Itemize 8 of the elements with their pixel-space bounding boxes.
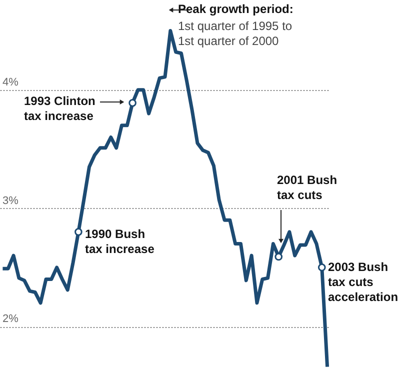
annotation: 2001 Bush tax cuts [277,173,338,202]
y-tick-label: 4% [2,76,19,88]
annotation: 1993 Clinton tax increase [24,94,96,123]
annotation: 1990 Bush tax increase [85,227,155,256]
y-tick-label: 3% [2,194,19,207]
annotation: 2003 Bush tax cuts acceleration [328,260,398,304]
annotation: 1st quarter of 1995 to 1st quarter of 2000 [178,19,292,48]
y-tick-label: 2% [2,313,19,326]
